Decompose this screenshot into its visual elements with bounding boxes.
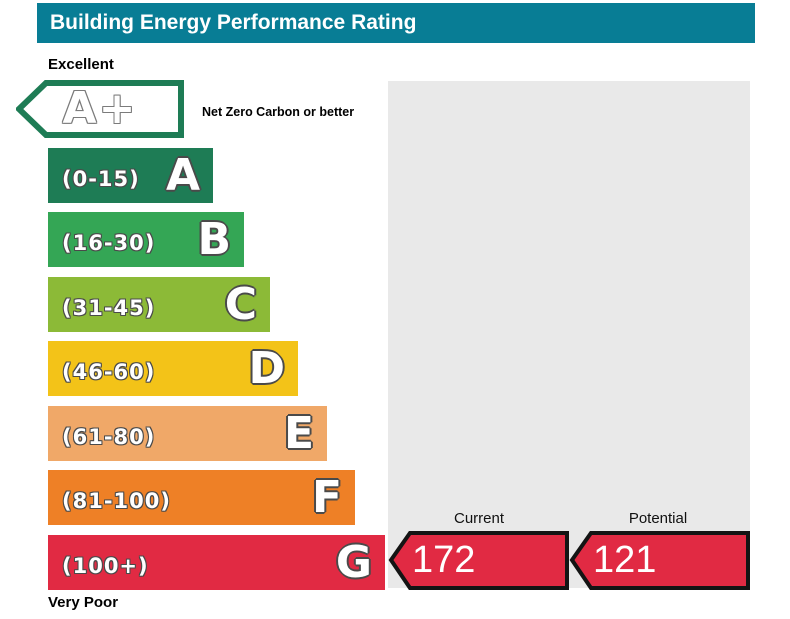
current-rating-value: 172 — [412, 539, 476, 581]
ratings-panel — [388, 81, 750, 588]
band-range-label: (100+) — [62, 553, 149, 578]
current-arrow-icon — [388, 531, 569, 590]
net-zero-description: Net Zero Carbon or better — [202, 105, 355, 119]
scale-bottom-label: Very Poor — [48, 594, 119, 611]
band-row-d: (46-60) D — [48, 341, 298, 396]
band-letter-a-plus: A+ — [62, 83, 138, 134]
band-range-label: (61-80) — [62, 424, 156, 449]
band-row-c: (31-45) C — [48, 277, 270, 332]
net-zero-arrow-shape — [16, 80, 184, 138]
page-title: Building Energy Performance Rating — [37, 3, 755, 43]
potential-arrow-icon — [569, 531, 750, 590]
band-range-label: (46-60) — [62, 359, 156, 384]
band-letter: A — [165, 150, 200, 201]
band-row-f: (81-100) F — [48, 470, 355, 525]
net-zero-arrow-icon — [16, 80, 184, 138]
potential-column-label: Potential — [628, 510, 688, 527]
band-range-label: (31-45) — [62, 295, 156, 320]
band-row-g: (100+) G — [48, 535, 385, 590]
band-range-label: (0-15) — [62, 166, 140, 191]
band-letter: F — [311, 472, 342, 523]
current-arrow-shape — [388, 531, 569, 590]
potential-rating-value: 121 — [593, 539, 657, 581]
scale-top-label: Excellent — [48, 56, 114, 73]
band-letter: D — [248, 343, 285, 394]
band-row-b: (16-30) B — [48, 212, 244, 267]
band-letter: B — [197, 214, 231, 265]
band-letter: C — [224, 279, 257, 330]
band-row-e: (61-80) E — [48, 406, 327, 461]
potential-rating-marker: 121 — [569, 531, 751, 591]
potential-arrow-shape — [569, 531, 750, 590]
band-row-a-plus: A+ — [16, 80, 184, 138]
current-column-label: Current — [453, 510, 505, 527]
band-letter: G — [335, 537, 372, 588]
band-letter: E — [283, 408, 314, 459]
band-range-label: (16-30) — [62, 230, 156, 255]
current-rating-marker: 172 — [388, 531, 570, 591]
band-row-a: (0-15) A — [48, 148, 213, 203]
band-range-label: (81-100) — [62, 488, 171, 513]
